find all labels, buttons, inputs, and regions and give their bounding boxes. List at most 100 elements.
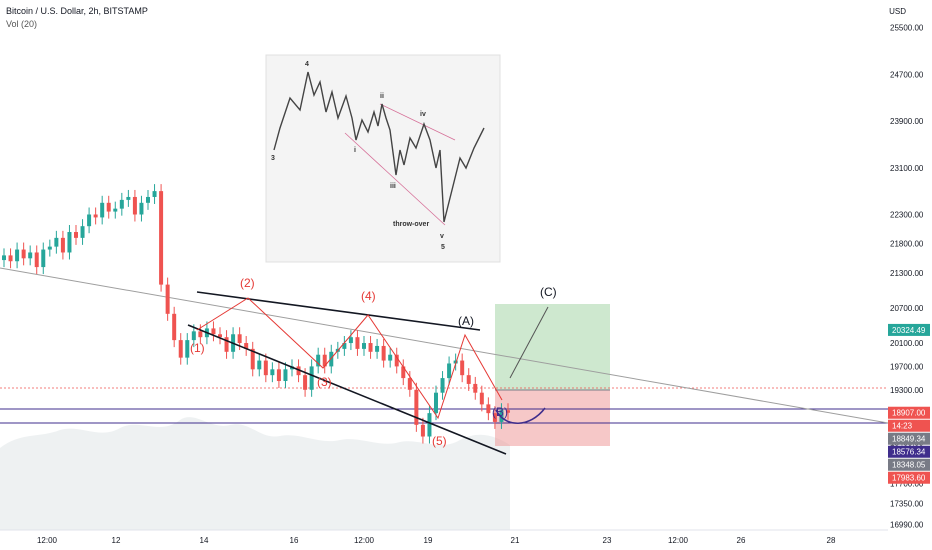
chart-title: Bitcoin / U.S. Dollar, 2h, BITSTAMP — [6, 6, 148, 16]
candle-body — [28, 252, 33, 259]
price-tag-label: 18907.00 — [892, 409, 926, 418]
candle-body — [492, 413, 497, 422]
candle-body — [152, 191, 157, 197]
candle-body — [407, 378, 412, 390]
time-tick-label: 21 — [511, 536, 520, 545]
price-tick-label: 21800.00 — [890, 240, 924, 249]
price-tick-label: 17350.00 — [890, 500, 924, 509]
candle-body — [15, 249, 20, 262]
price-tag-bg — [888, 471, 930, 484]
candle-body — [440, 378, 445, 393]
candle-body — [388, 354, 393, 361]
candle-body — [322, 354, 327, 367]
inset-label-5: 5 — [441, 244, 445, 251]
candle-body — [67, 232, 72, 253]
price-tick-label: 20700.00 — [890, 304, 924, 313]
time-tick-label: 23 — [603, 536, 612, 545]
price-tick-label: 23900.00 — [890, 117, 924, 126]
time-tick-label: 14 — [200, 536, 209, 545]
candle-body — [342, 343, 347, 349]
volume-area — [0, 417, 510, 530]
inset-label-throw-over: throw-over — [393, 221, 429, 228]
candle-body — [21, 249, 26, 259]
target-zone[interactable] — [495, 304, 610, 390]
candle-body — [453, 360, 458, 364]
candle-body — [434, 392, 438, 414]
candle-body — [126, 196, 131, 200]
wave-label-1: (1) — [190, 341, 205, 355]
projection-arrow[interactable] — [509, 306, 549, 379]
candle-body — [218, 334, 222, 338]
wedge-lower-line[interactable] — [187, 324, 507, 455]
inset-label-iii: iii — [390, 183, 396, 190]
candle-body — [499, 410, 504, 422]
candle-body — [198, 331, 203, 338]
candle-body — [447, 363, 452, 379]
wedge-upper-line[interactable] — [196, 291, 481, 331]
wave-label-B: (B) — [492, 405, 508, 419]
price-tick-label: 25500.00 — [890, 24, 924, 33]
candlestick-series — [2, 184, 510, 444]
candle-body — [473, 383, 478, 393]
inset-label-ii: ii — [380, 93, 384, 100]
wave-label-C: (C) — [540, 285, 557, 299]
candle-body — [486, 404, 491, 414]
candle-body — [381, 345, 386, 361]
candle-body — [87, 214, 92, 227]
price-tag-label: 20324.49 — [892, 326, 926, 335]
long-trendline[interactable] — [0, 267, 889, 424]
time-axis[interactable]: 12:00 12 14 16 12:00 19 21 23 12:00 26 28 — [37, 536, 836, 545]
time-tick-label: 26 — [737, 536, 746, 545]
inset-label-3: 3 — [271, 155, 275, 162]
candle-body — [244, 343, 249, 349]
candle-body — [276, 369, 281, 382]
candle-body — [479, 392, 484, 405]
candle-body — [329, 351, 334, 367]
time-tick-label: 12:00 — [668, 536, 689, 545]
candle-body — [250, 348, 255, 370]
bottom-curve[interactable] — [495, 407, 546, 424]
stop-zone[interactable] — [495, 390, 610, 446]
wave-label-3: (3) — [317, 375, 332, 389]
price-tick-label: 22300.00 — [890, 210, 924, 219]
candle-body — [80, 226, 85, 238]
candle-body — [34, 252, 39, 268]
candle-body — [172, 313, 177, 341]
wave-label-5: (5) — [432, 434, 447, 448]
price-tick-label: 16990.00 — [890, 521, 924, 530]
time-tick-label: 12 — [112, 536, 121, 545]
candle-body — [2, 255, 6, 261]
candle-body — [460, 360, 465, 376]
elliott-wave-inset: 4 3 i ii iii iv throw-over v 5 — [265, 54, 501, 263]
price-tick-label: 19300.00 — [890, 386, 924, 395]
candle-body — [211, 328, 216, 335]
volume-indicator-label: Vol (20) — [6, 19, 38, 29]
candle-body — [283, 369, 288, 382]
candle-body — [375, 345, 380, 352]
wave-label-2: (2) — [240, 276, 255, 290]
price-tag-label: 14:23 — [892, 422, 913, 431]
time-tick-label: 19 — [424, 536, 433, 545]
candle-body — [159, 191, 164, 285]
price-tag-bg — [888, 406, 930, 419]
price-tag-label: 18348.05 — [892, 461, 926, 470]
candle-body — [113, 208, 118, 212]
candle-body — [506, 410, 510, 413]
candle-body — [270, 369, 275, 376]
price-label-tags: 20324.49 18907.00 14:23 18849.34 18576.34 183… — [888, 323, 930, 484]
inset-label-i: i — [354, 147, 356, 154]
price-tag-label: 17983.60 — [892, 474, 926, 483]
time-tick-label: 12:00 — [354, 536, 375, 545]
candle-body — [178, 340, 183, 358]
inset-label-v: v — [440, 233, 444, 240]
candle-body — [139, 202, 144, 215]
candle-body — [8, 255, 13, 262]
price-tick-label: 21300.00 — [890, 269, 924, 278]
candle-body — [191, 331, 196, 341]
candle-body — [309, 366, 314, 390]
candle-body — [296, 366, 301, 376]
wave-zigzag[interactable] — [196, 297, 503, 420]
price-tag-label: 18576.34 — [892, 448, 926, 457]
candle-body — [316, 354, 321, 367]
